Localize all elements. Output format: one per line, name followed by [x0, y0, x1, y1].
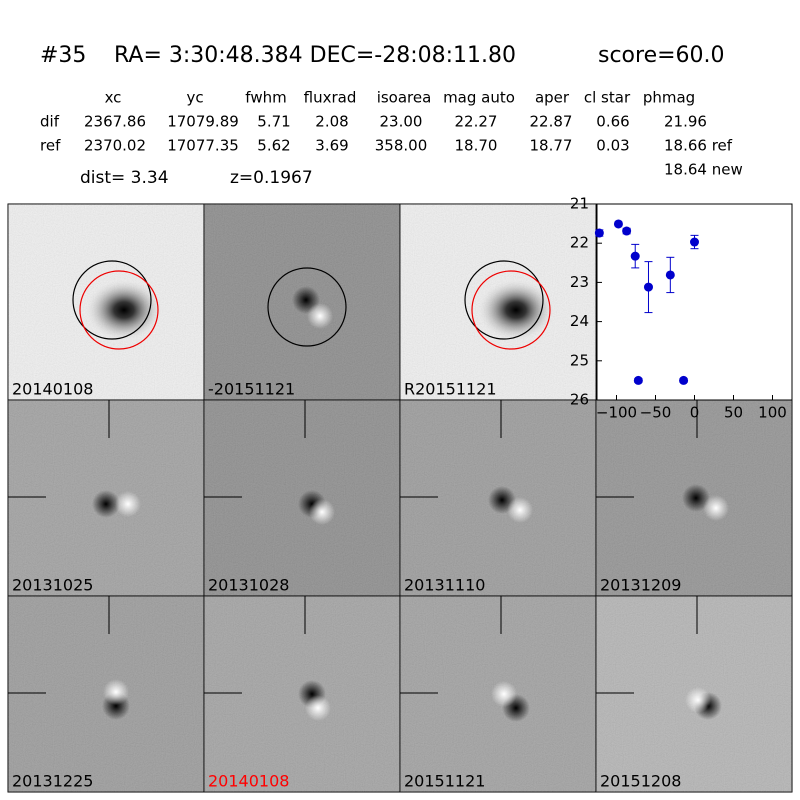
column-header: cl star [584, 89, 631, 107]
lightcurve: −100 −50 0 50 100 21 22 23 24 25 26 [570, 195, 793, 422]
y-tick-label: 21 [570, 195, 589, 213]
new-circle [471, 270, 551, 350]
y-tick-label: 24 [570, 312, 589, 330]
point [630, 251, 640, 261]
stamp-label: 20131110 [404, 576, 485, 595]
column-header: isoarea [377, 89, 432, 107]
x-tick-label: 0 [690, 404, 700, 422]
distance: dist= 3.34 [80, 168, 169, 188]
x-tick-label: 50 [724, 404, 743, 422]
y-tick-label: 22 [570, 234, 589, 252]
ref-circle [464, 260, 544, 340]
score: score=60.0 [598, 43, 725, 68]
table-cell: 18.66 ref [664, 137, 733, 155]
point [690, 237, 699, 247]
light-blob [103, 679, 129, 705]
stamp-label: -20151121 [208, 380, 295, 399]
stamp-label: 20131028 [208, 576, 289, 595]
table-cell: 2370.02 [84, 137, 146, 155]
point [643, 282, 653, 292]
redshift: z=0.1967 [230, 168, 313, 188]
column-header: aper [535, 89, 570, 107]
table-cell: 5.62 [257, 137, 290, 155]
table-cell: 18.77 [530, 137, 573, 155]
light-blob [307, 303, 333, 329]
row-label: ref [40, 137, 61, 155]
column-header: fluxrad [304, 89, 357, 107]
galaxy [476, 278, 556, 342]
table-cell: 358.00 [375, 137, 428, 155]
stamps: 20140108 -20151121 R20151121 20131025 201310… [7, 203, 793, 793]
point [633, 375, 643, 385]
point [594, 228, 604, 238]
stamp-label: 20140108 [12, 380, 93, 399]
column-header: fwhm [245, 89, 286, 107]
stamp-label: 20151121 [404, 772, 485, 791]
coordinates: RA= 3:30:48.384 DEC=-28:08:11.80 [114, 43, 516, 68]
stamp-label: R20151121 [404, 380, 497, 399]
galaxy [84, 278, 164, 342]
dark-blob [682, 484, 710, 512]
row-label: dif [40, 113, 60, 131]
light-blob [115, 491, 141, 517]
table-cell: 18.70 [455, 137, 498, 155]
ref-circle [267, 267, 347, 347]
light-blob [685, 687, 711, 713]
y-tick-label: 26 [570, 391, 589, 409]
column-header: phmag [643, 89, 695, 107]
light-blob [703, 495, 729, 521]
table-cell: 17077.35 [167, 137, 239, 155]
light-blob [305, 695, 331, 721]
stamp-label: 20140108 [208, 772, 289, 791]
column-header: yc [186, 89, 203, 107]
point [622, 226, 632, 236]
x-tick-label: 100 [758, 404, 787, 422]
y-tick-label: 23 [570, 273, 589, 291]
column-header: xc [105, 89, 122, 107]
light-blob [507, 497, 533, 523]
stamp-label: 20131209 [600, 576, 681, 595]
ref-circle [72, 260, 152, 340]
y-tick-label: 25 [570, 351, 589, 369]
table-cell: 3.69 [315, 137, 348, 155]
table-cell: 0.03 [596, 137, 629, 155]
table-cell: 17079.89 [167, 113, 239, 131]
stamp-label: 20131025 [12, 576, 93, 595]
table-cell: 0.66 [596, 113, 629, 131]
table-cell: 2.08 [315, 113, 348, 131]
stamp-label: 20151208 [600, 772, 681, 791]
phmag-new: 18.64 new [664, 161, 743, 179]
table-cell: 23.00 [380, 113, 423, 131]
table-cell: 5.71 [257, 113, 290, 131]
new-circle [79, 270, 159, 350]
light-blob [491, 681, 517, 707]
point [665, 270, 675, 280]
x-tick-label: −100 [596, 404, 637, 422]
light-blob [309, 499, 335, 525]
x-tick-label: −50 [640, 404, 672, 422]
table-cell: 2367.86 [84, 113, 146, 131]
dark-blob [92, 490, 120, 518]
column-header: mag auto [443, 89, 515, 107]
candidate-id: #35 [40, 43, 86, 68]
stamp-label: 20131225 [12, 772, 93, 791]
table-cell: 22.87 [530, 113, 573, 131]
point [679, 375, 689, 385]
table-cell: 22.27 [455, 113, 498, 131]
point [613, 219, 623, 229]
table-cell: 21.96 [664, 113, 707, 131]
